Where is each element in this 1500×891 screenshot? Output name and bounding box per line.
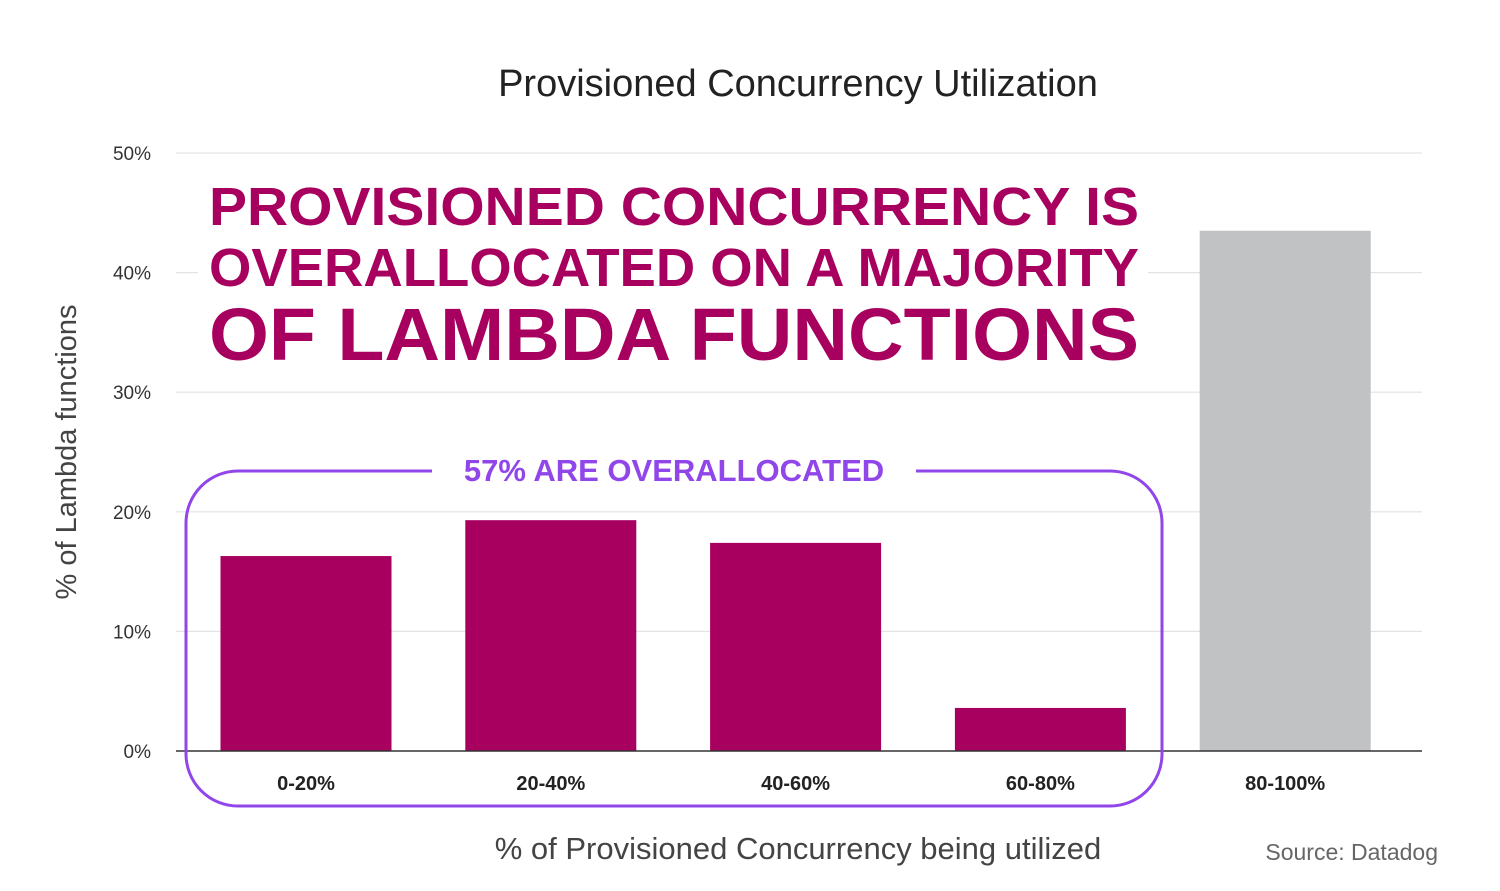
x-tick-label: 80-100% xyxy=(1245,773,1325,795)
bars xyxy=(220,230,1371,752)
x-tick-label: 40-60% xyxy=(761,773,830,795)
headline-line-2: OVERALLOCATED ON A MAJORITY xyxy=(209,238,1139,298)
source-note: Source: Datadog xyxy=(1265,839,1438,865)
y-axis-ticks: 0% 10% 20% 30% 40% 50% xyxy=(113,144,151,763)
y-axis-label: % of Lambda functions xyxy=(51,304,83,599)
x-tick-label: 0-20% xyxy=(277,773,335,795)
headline-background xyxy=(198,170,1148,370)
y-tick-label: 0% xyxy=(124,742,152,763)
x-tick-label: 60-80% xyxy=(1006,773,1075,795)
bracket-label: 57% ARE OVERALLOCATED xyxy=(464,453,884,488)
bracket-label-background xyxy=(432,446,916,494)
y-tick-label: 40% xyxy=(113,264,151,285)
bar-60-80pct xyxy=(954,707,1126,751)
bar-80-100pct xyxy=(1199,230,1371,752)
bar-40-60pct xyxy=(710,542,882,751)
chart-title: Provisioned Concurrency Utilization xyxy=(498,63,1098,105)
y-tick-label: 10% xyxy=(113,622,151,643)
bar-0-20pct xyxy=(220,556,392,751)
y-tick-label: 30% xyxy=(113,383,151,404)
x-axis-label: % of Provisioned Concurrency being utili… xyxy=(495,831,1102,866)
headline-line-3: OF LAMBDA FUNCTIONS xyxy=(209,293,1139,376)
x-tick-label: 20-40% xyxy=(516,773,585,795)
y-tick-label: 50% xyxy=(113,144,151,165)
y-tick-label: 20% xyxy=(113,503,151,524)
headline-line-1: PROVISIONED CONCURRENCY IS xyxy=(209,177,1139,237)
x-axis-ticks: 0-20% 20-40% 40-60% 60-80% 80-100% xyxy=(277,773,1325,795)
bar-20-40pct xyxy=(465,520,637,751)
